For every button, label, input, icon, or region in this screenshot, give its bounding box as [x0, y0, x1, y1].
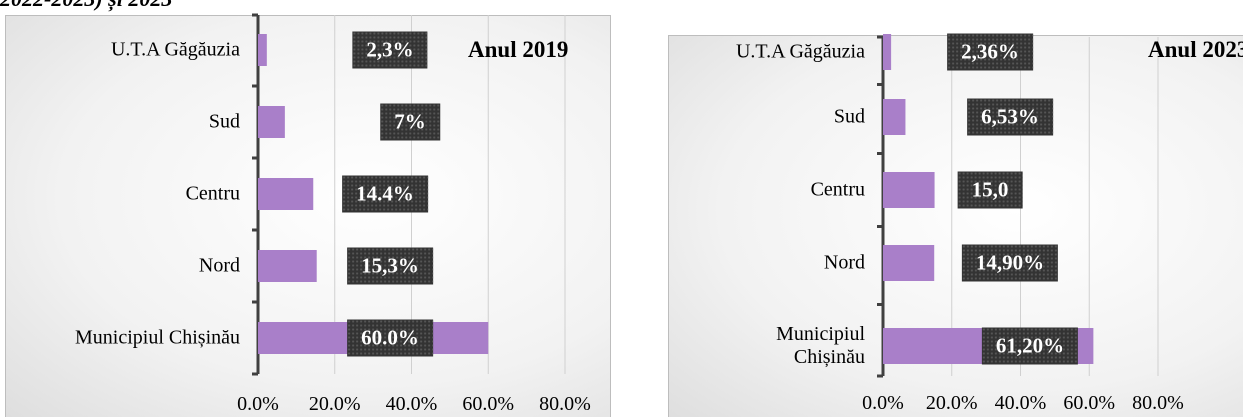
x-tick-label: 80.0% — [1132, 392, 1184, 414]
data-label: 15,0 — [957, 171, 1023, 209]
x-tick-label: 40.0% — [385, 393, 438, 415]
x-tick-label: 80.0% — [539, 393, 591, 415]
bar — [883, 245, 935, 281]
category-label: Municipiul Chișinău — [75, 326, 240, 349]
bar — [258, 178, 314, 210]
category-label: Sud — [833, 105, 865, 128]
data-label: 6,53% — [967, 98, 1053, 136]
x-tick-label: 0.0% — [237, 393, 279, 415]
data-label: 14.4% — [342, 175, 428, 213]
category-label: Municipiul Chișinău — [776, 323, 865, 368]
bar — [258, 106, 285, 138]
x-tick-label: 20.0% — [925, 392, 978, 414]
data-label: 2,36% — [947, 33, 1033, 71]
data-label: 7% — [380, 103, 440, 141]
x-tick-label: 20.0% — [308, 393, 361, 415]
data-label: 60.0% — [347, 319, 433, 357]
x-tick-label: 0.0% — [862, 392, 904, 414]
category-label: Centru — [185, 182, 240, 205]
category-label: U.T.A Găgăuzia — [110, 38, 240, 61]
bar — [258, 250, 317, 282]
x-tick-label: 40.0% — [994, 392, 1047, 414]
data-label: 2,3% — [352, 31, 428, 69]
category-label: Centru — [810, 178, 865, 201]
caption: 2022-2023) și 2023 — [0, 0, 172, 12]
category-label: Nord — [198, 254, 240, 277]
data-label: 61,20% — [981, 327, 1079, 365]
chart-title: Anul 2019 — [468, 37, 569, 62]
chart-title: Anul 2023 — [1148, 37, 1243, 62]
category-label: U.T.A Găgăuzia — [735, 40, 865, 63]
bar — [883, 34, 892, 70]
x-tick-label: 60.0% — [1063, 392, 1116, 414]
data-label: 15,3% — [347, 247, 433, 285]
category-label: Sud — [208, 110, 240, 133]
bar — [883, 172, 935, 208]
category-label: Nord — [823, 251, 865, 274]
bar — [258, 34, 267, 66]
bar — [883, 99, 906, 135]
data-label: 14,90% — [961, 244, 1059, 282]
x-tick-label: 60.0% — [462, 393, 515, 415]
